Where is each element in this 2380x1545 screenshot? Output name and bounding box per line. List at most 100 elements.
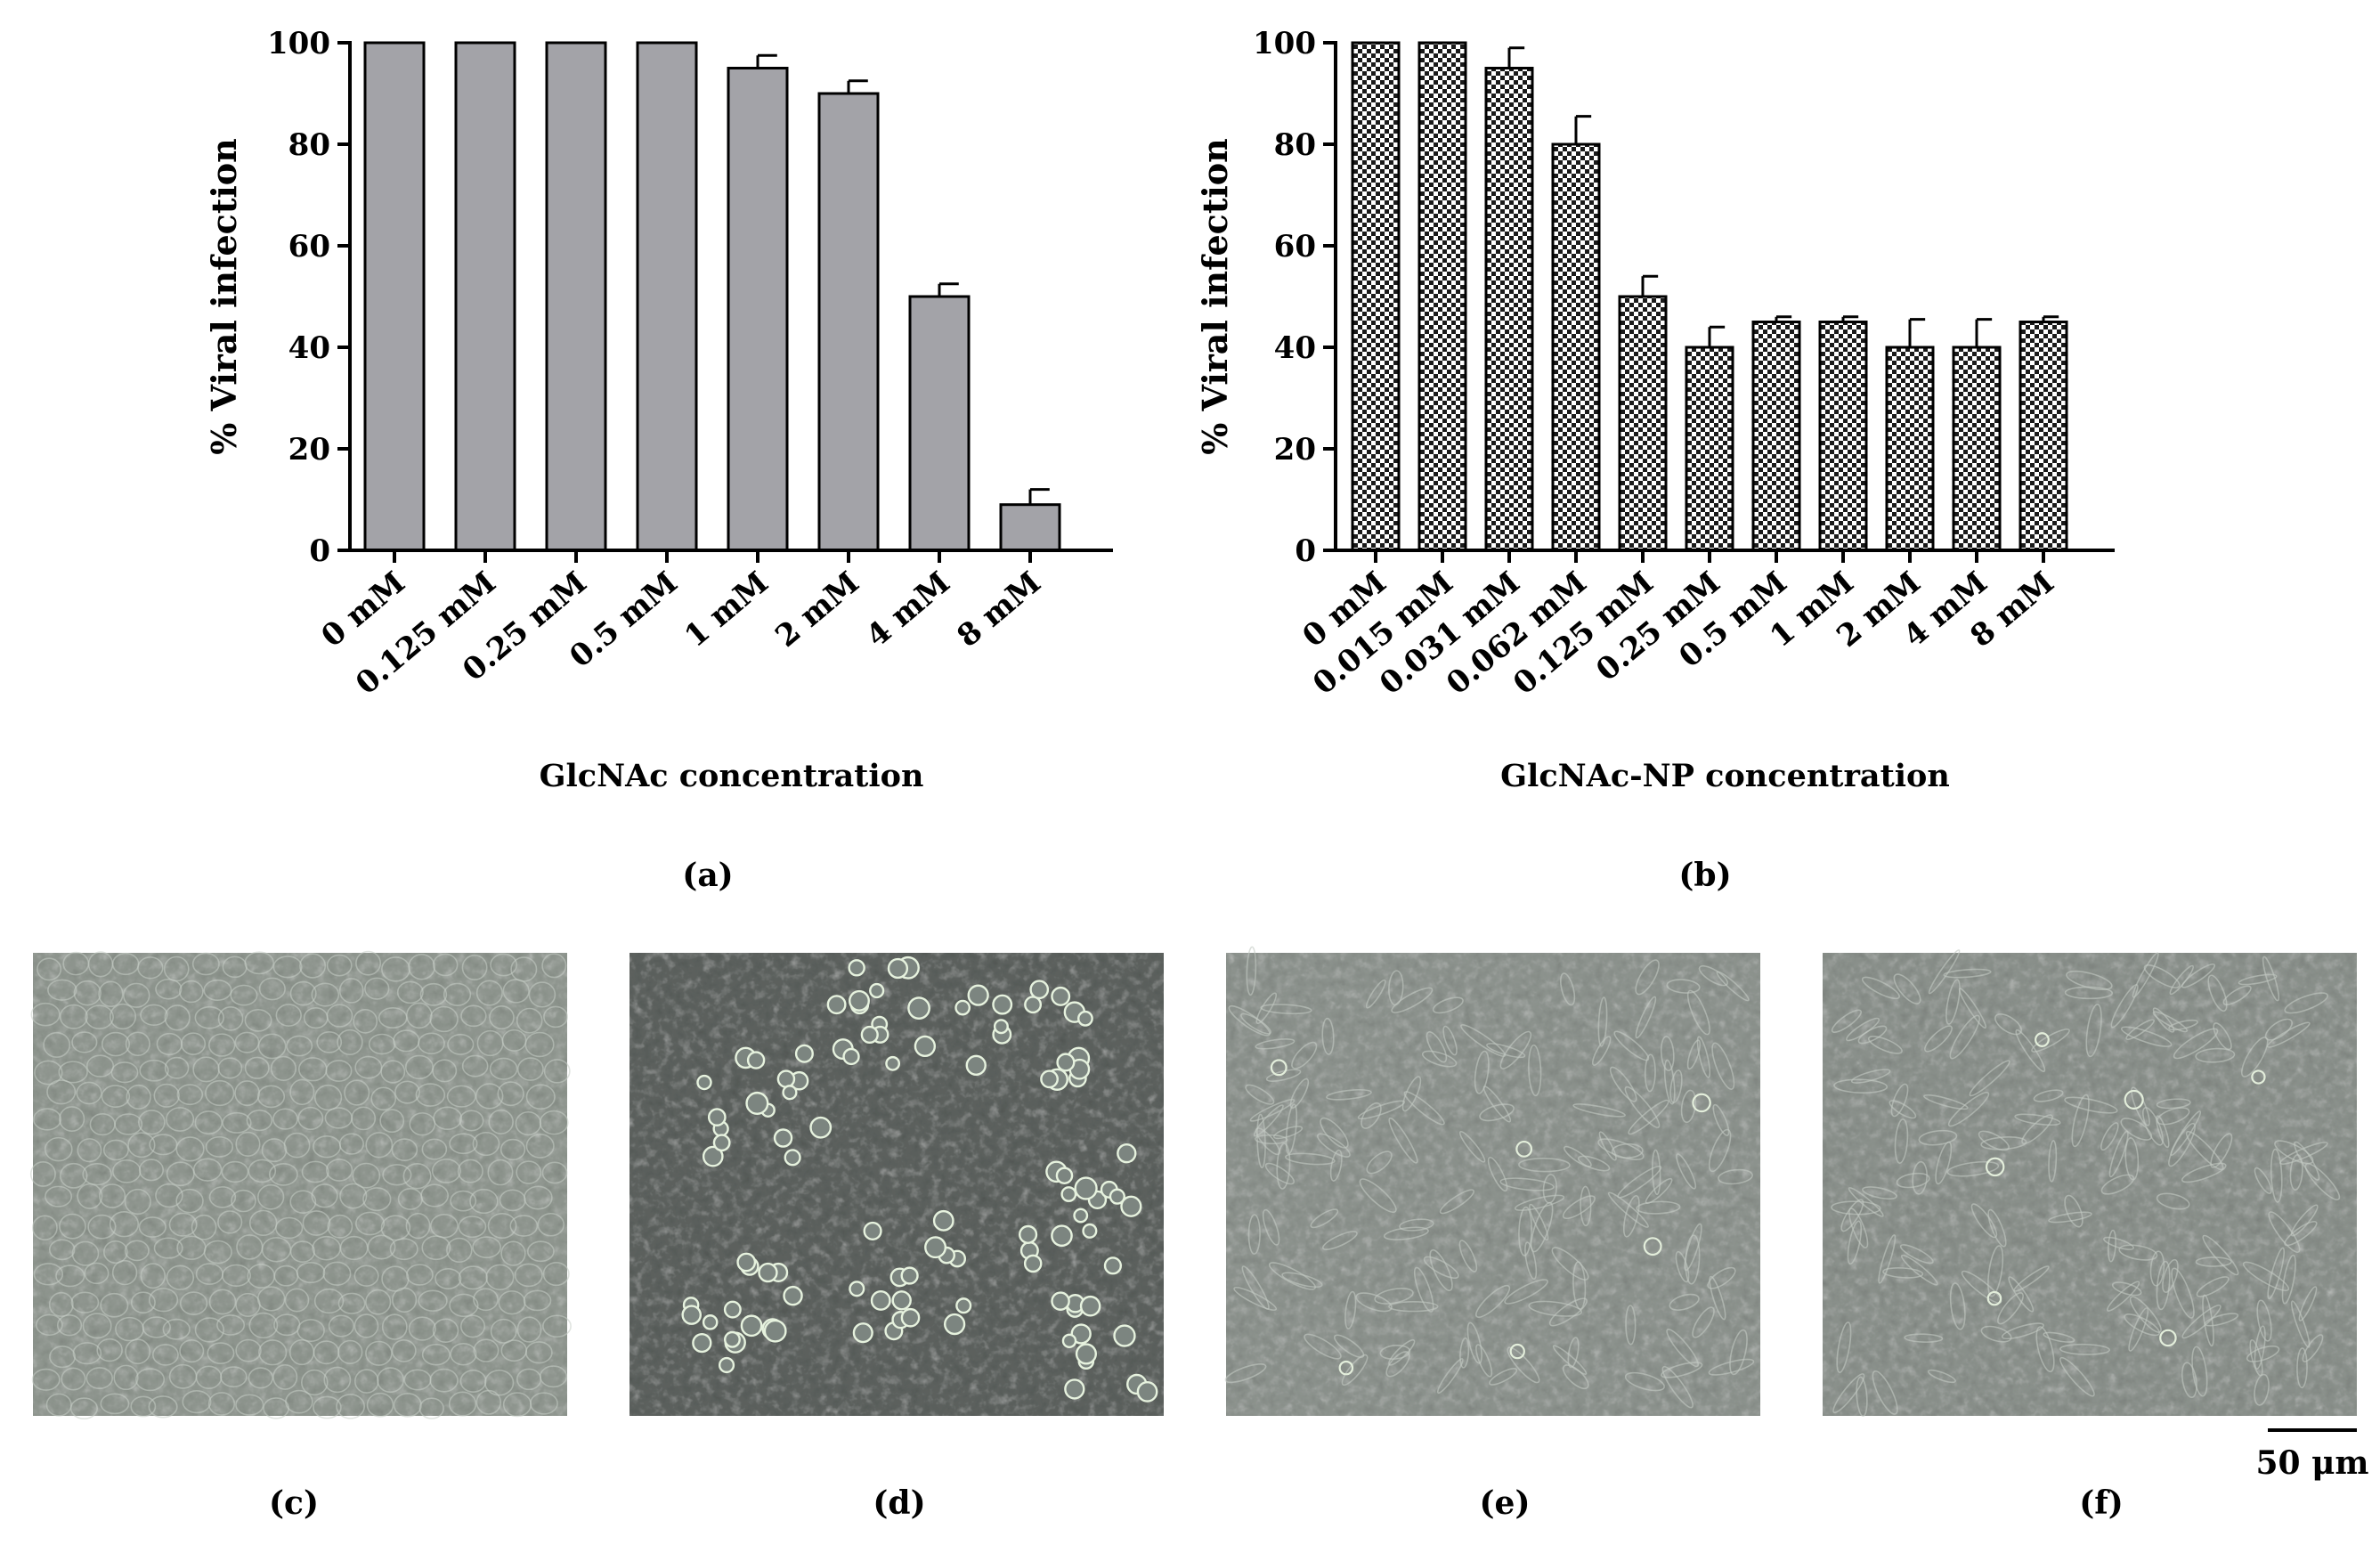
spindle-cell	[2246, 1345, 2280, 1362]
rounded-cell	[1064, 1378, 1085, 1400]
spindle-cell	[1265, 1069, 1302, 1082]
chart-a: 0 mM0.125 mM0.25 mM0.5 mM1 mM2 mM4 mM8 m…	[204, 26, 1113, 894]
panel-label: (c)	[269, 1484, 319, 1522]
bar	[1685, 346, 1734, 552]
spindle-cell	[1528, 1300, 1583, 1317]
rounded-cell	[863, 1221, 882, 1241]
spindle-cell	[1928, 949, 1961, 995]
cell	[230, 984, 258, 1006]
cell	[382, 1164, 412, 1186]
spindle-cell	[2266, 1021, 2311, 1048]
spindle-cell	[1321, 1017, 1335, 1055]
cell	[539, 1365, 568, 1388]
cell	[43, 1031, 71, 1058]
cell	[44, 1136, 73, 1162]
cell	[286, 1035, 313, 1057]
y-tick-label: 100	[1253, 26, 1316, 61]
cell	[488, 1109, 514, 1134]
cell	[431, 1159, 461, 1183]
cell	[30, 1002, 61, 1027]
cell	[323, 1366, 352, 1394]
cell	[485, 1264, 515, 1291]
rounded-cell	[852, 1322, 873, 1344]
bar	[817, 92, 880, 552]
spindle-cell	[1458, 1131, 1486, 1163]
cell	[181, 1032, 207, 1055]
spindle-cell	[2156, 1098, 2191, 1110]
cell	[487, 1159, 514, 1186]
x-tick-label: 4 mM	[859, 565, 956, 655]
spindle-cell	[1514, 1194, 1565, 1211]
rounded-cell	[1051, 1224, 1073, 1248]
spindle-cell	[1289, 1077, 1310, 1109]
cell	[87, 1214, 117, 1240]
spindle-cell	[2196, 1276, 2230, 1297]
cell	[449, 1293, 479, 1318]
spindle-cell	[2281, 1254, 2296, 1305]
cell	[497, 1081, 524, 1107]
cell	[352, 1162, 381, 1189]
cell	[327, 1214, 353, 1239]
cell	[302, 1210, 331, 1236]
rounded-cell	[1643, 1237, 1662, 1256]
y-tick-label: 20	[1274, 432, 1316, 468]
spindle-cell	[2015, 1029, 2046, 1073]
cell	[139, 1059, 169, 1082]
spindle-cell	[1980, 1136, 2027, 1151]
spindle-cell	[1474, 1050, 1490, 1094]
rounded-cell	[860, 1025, 879, 1045]
spindle-cell	[2064, 1194, 2084, 1228]
bar	[999, 503, 1061, 552]
cell	[207, 1342, 235, 1365]
spindle-cell	[2149, 1250, 2165, 1287]
y-tick-label: 40	[288, 330, 330, 366]
spindle-cell	[1249, 1099, 1296, 1122]
cell	[178, 980, 204, 1004]
cell	[194, 1317, 225, 1343]
cell	[450, 1342, 477, 1366]
cell	[60, 1162, 88, 1189]
spindle-cell	[2059, 1356, 2095, 1397]
cell	[164, 1004, 191, 1031]
cell	[524, 1185, 553, 1210]
spindle-cell	[2274, 1140, 2314, 1165]
cell	[283, 1132, 311, 1159]
spindle-cell	[1528, 1044, 1542, 1097]
cell	[543, 1005, 568, 1029]
cell	[140, 1004, 168, 1026]
y-tick-label: 60	[1274, 229, 1316, 264]
spindle-cell	[2181, 1362, 2197, 1398]
rounded-cell	[1103, 1256, 1122, 1275]
rounded-cell	[776, 1069, 796, 1088]
spindle-cell	[1894, 1118, 1909, 1164]
cell	[256, 1085, 286, 1109]
spindle-cell	[1562, 1364, 1589, 1390]
y-tick-label: 80	[288, 127, 330, 163]
spindle-cell	[1359, 1178, 1397, 1214]
cell	[176, 1084, 204, 1106]
spindle-cell	[2181, 963, 2216, 988]
spindle-cell	[1978, 1130, 2010, 1151]
spindle-cell	[1597, 996, 1608, 1047]
y-tick-label: 60	[288, 229, 330, 264]
spindle-cell	[1562, 1195, 1596, 1220]
cell	[59, 1213, 86, 1240]
spindle-cell	[1832, 1373, 1865, 1414]
cell	[258, 1339, 288, 1366]
cell	[472, 1131, 500, 1157]
cell	[58, 1061, 88, 1084]
cell	[207, 1033, 236, 1057]
spindle-cell	[1660, 1036, 1675, 1072]
spindle-cell	[1987, 1245, 2004, 1297]
cell	[112, 1159, 142, 1183]
cell	[99, 1183, 126, 1208]
cell	[459, 1314, 485, 1338]
spindle-cell	[1551, 1247, 1589, 1281]
spindle-cell	[1459, 1337, 1470, 1369]
cell	[71, 1240, 100, 1266]
spindle-cell	[1707, 1266, 1736, 1289]
spindle-cell	[1625, 1305, 1637, 1346]
cell	[542, 1262, 570, 1287]
y-tick-label: 0	[309, 533, 330, 569]
spindle-cell	[1961, 1270, 2002, 1304]
